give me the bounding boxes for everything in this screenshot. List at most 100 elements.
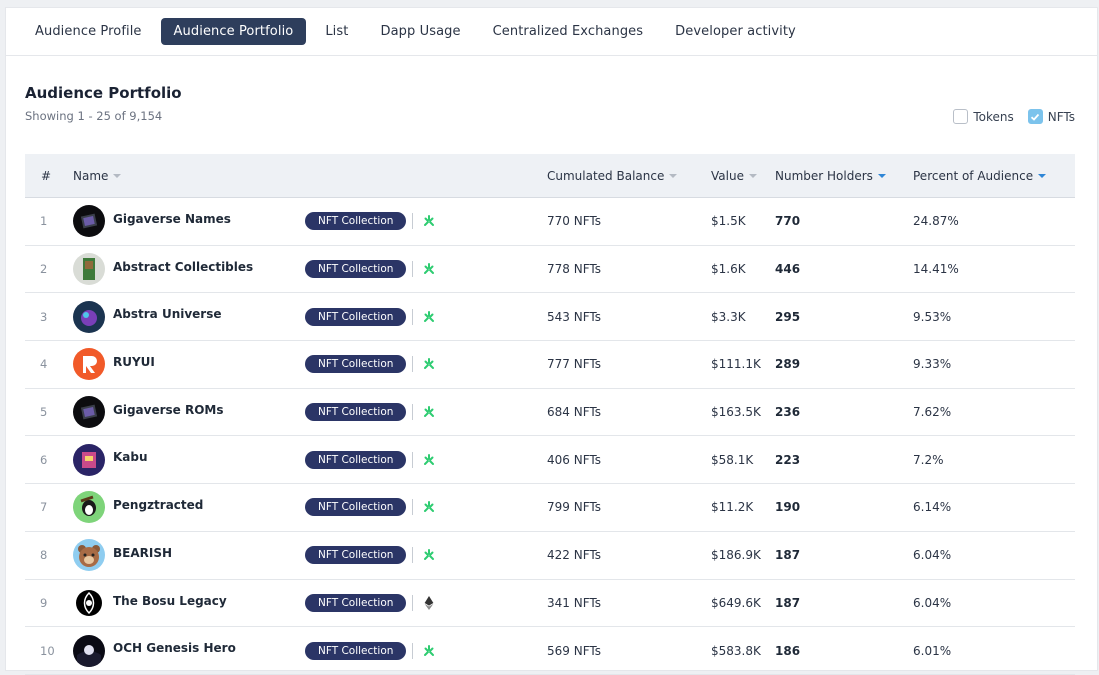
header-balance[interactable]: Cumulated Balance (547, 169, 678, 183)
tab-developer-activity[interactable]: Developer activity (675, 24, 796, 39)
collection-name[interactable]: Gigaverse ROMs (113, 402, 224, 417)
table-row[interactable]: 5 Gigaverse ROMs NFT Collection 684 NFTs $16… (25, 389, 1075, 437)
value: $649.6K (711, 595, 761, 610)
abstract-chain-icon (421, 213, 437, 229)
abstract-chain-icon (421, 643, 437, 659)
table-body: 1 Gigaverse Names NFT Collection 770 NFTs $1… (25, 198, 1075, 675)
sort-caret-icon (877, 174, 886, 178)
tokens-checkbox[interactable] (953, 109, 969, 124)
percent-of-audience: 14.41% (913, 262, 959, 277)
table-row[interactable]: 1 Gigaverse Names NFT Collection 770 NFTs $1… (25, 198, 1075, 246)
tab-audience-profile[interactable]: Audience Profile (35, 24, 142, 39)
collection-avatar (73, 300, 105, 333)
cumulated-balance: 569 NFTs (547, 643, 601, 658)
nfts-filter[interactable]: NFTs (1027, 109, 1075, 124)
value: $163.5K (711, 405, 761, 420)
percent-of-audience: 7.2% (913, 452, 944, 467)
percent-of-audience: 9.33% (913, 357, 952, 372)
cumulated-balance: 422 NFTs (547, 548, 601, 563)
sort-caret-icon (113, 174, 122, 178)
sort-caret-icon (669, 174, 678, 178)
collection-avatar (73, 539, 105, 572)
sort-caret-icon (748, 174, 757, 178)
collection-name[interactable]: RUYUI (113, 355, 155, 370)
table-header: # Name Cumulated Balance Value Number Ho… (25, 154, 1075, 198)
tab-dapp-usage[interactable]: Dapp Usage (380, 24, 461, 39)
row-rank: 8 (40, 548, 48, 563)
number-holders: 295 (775, 309, 801, 324)
value: $58.1K (711, 452, 754, 467)
percent-of-audience: 7.62% (913, 405, 952, 420)
abstract-chain-icon (421, 547, 437, 563)
divider (412, 499, 413, 516)
collection-avatar (73, 634, 105, 667)
abstract-chain-icon (421, 452, 437, 468)
value: $186.9K (711, 548, 761, 563)
collection-avatar (73, 491, 105, 524)
table-row[interactable]: 10 OCH Genesis Hero NFT Collection 569 NFTs… (25, 627, 1075, 675)
value: $11.2K (711, 500, 754, 515)
collection-name[interactable]: Kabu (113, 450, 148, 465)
portfolio-section: Audience Portfolio Showing 1 - 25 of 9,1… (25, 84, 1075, 675)
tab-list[interactable]: List (325, 24, 349, 39)
header-holders[interactable]: Number Holders (775, 169, 886, 183)
collection-avatar (73, 205, 105, 238)
section-title: Audience Portfolio (25, 84, 182, 102)
row-rank: 4 (40, 357, 48, 372)
collection-name[interactable]: Abstract Collectibles (113, 259, 254, 274)
row-rank: 10 (40, 643, 55, 658)
table-row[interactable]: 6 Kabu NFT Collection 406 NFTs $58.1K 223 7.2% (25, 436, 1075, 485)
portfolio-table: # Name Cumulated Balance Value Number Ho… (25, 154, 1075, 675)
cumulated-balance: 770 NFTs (547, 214, 601, 229)
divider (412, 594, 413, 611)
cumulated-balance: 778 NFTs (547, 262, 601, 277)
row-rank: 9 (40, 595, 48, 610)
collection-avatar (73, 253, 105, 286)
value: $111.1K (711, 357, 761, 372)
collection-name[interactable]: BEARISH (113, 545, 173, 560)
cumulated-balance: 406 NFTs (547, 452, 601, 467)
collection-name[interactable]: Pengztracted (113, 498, 204, 513)
asset-filters: Tokens NFTs (953, 109, 1075, 124)
sort-caret-icon (1038, 174, 1047, 178)
ethereum-icon (421, 595, 437, 611)
abstract-chain-icon (421, 261, 437, 277)
table-row[interactable]: 8 BEARISH NFT Collection 422 NFTs $186.9K 187… (25, 532, 1075, 580)
collection-name[interactable]: Abstra Universe (113, 307, 222, 322)
tab-centralized-exchanges[interactable]: Centralized Exchanges (492, 24, 644, 39)
number-holders: 186 (775, 643, 801, 658)
cumulated-balance: 799 NFTs (547, 500, 601, 515)
nft-collection-badge: NFT Collection (305, 403, 407, 422)
nft-collection-badge: NFT Collection (305, 498, 407, 517)
collection-name[interactable]: OCH Genesis Hero (113, 641, 236, 656)
collection-name[interactable]: The Bosu Legacy (113, 593, 227, 608)
header-percent[interactable]: Percent of Audience (913, 169, 1047, 183)
table-row[interactable]: 7 Pengztracted NFT Collection 799 NFTs $11.2… (25, 484, 1075, 532)
collection-name[interactable]: Gigaverse Names (113, 212, 231, 226)
table-row[interactable]: 4 RUYUI NFT Collection 777 NFTs $111.1K 289 9.… (25, 341, 1075, 389)
number-holders: 190 (775, 500, 801, 515)
row-rank: 5 (40, 405, 48, 420)
value: $583.8K (711, 643, 761, 658)
collection-avatar (73, 396, 105, 429)
cumulated-balance: 543 NFTs (547, 309, 601, 324)
tab-audience-portfolio[interactable]: Audience Portfolio (160, 18, 307, 45)
table-row[interactable]: 3 Abstra Universe NFT Collection 543 NFTs $3… (25, 293, 1075, 342)
table-row[interactable]: 2 Abstract Collectibles NFT Collection 778 … (25, 246, 1075, 294)
row-rank: 2 (40, 262, 48, 277)
tokens-filter[interactable]: Tokens (953, 109, 1014, 124)
cumulated-balance: 684 NFTs (547, 405, 601, 420)
divider (412, 356, 413, 373)
row-rank: 7 (40, 500, 48, 515)
abstract-chain-icon (421, 309, 437, 325)
header-value[interactable]: Value (711, 169, 757, 183)
header-name[interactable]: Name (73, 169, 122, 183)
nft-collection-badge: NFT Collection (305, 212, 407, 231)
number-holders: 187 (775, 548, 801, 563)
nfts-checkbox[interactable] (1027, 109, 1043, 124)
number-holders: 223 (775, 452, 801, 467)
cumulated-balance: 777 NFTs (547, 357, 601, 372)
table-row[interactable]: 9 The Bosu Legacy NFT Collection 341 NFTs $6… (25, 580, 1075, 628)
collection-avatar (73, 586, 105, 619)
percent-of-audience: 9.53% (913, 309, 952, 324)
